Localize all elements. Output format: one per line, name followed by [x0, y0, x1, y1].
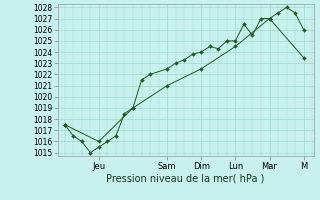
X-axis label: Pression niveau de la mer( hPa ): Pression niveau de la mer( hPa ): [107, 173, 265, 183]
